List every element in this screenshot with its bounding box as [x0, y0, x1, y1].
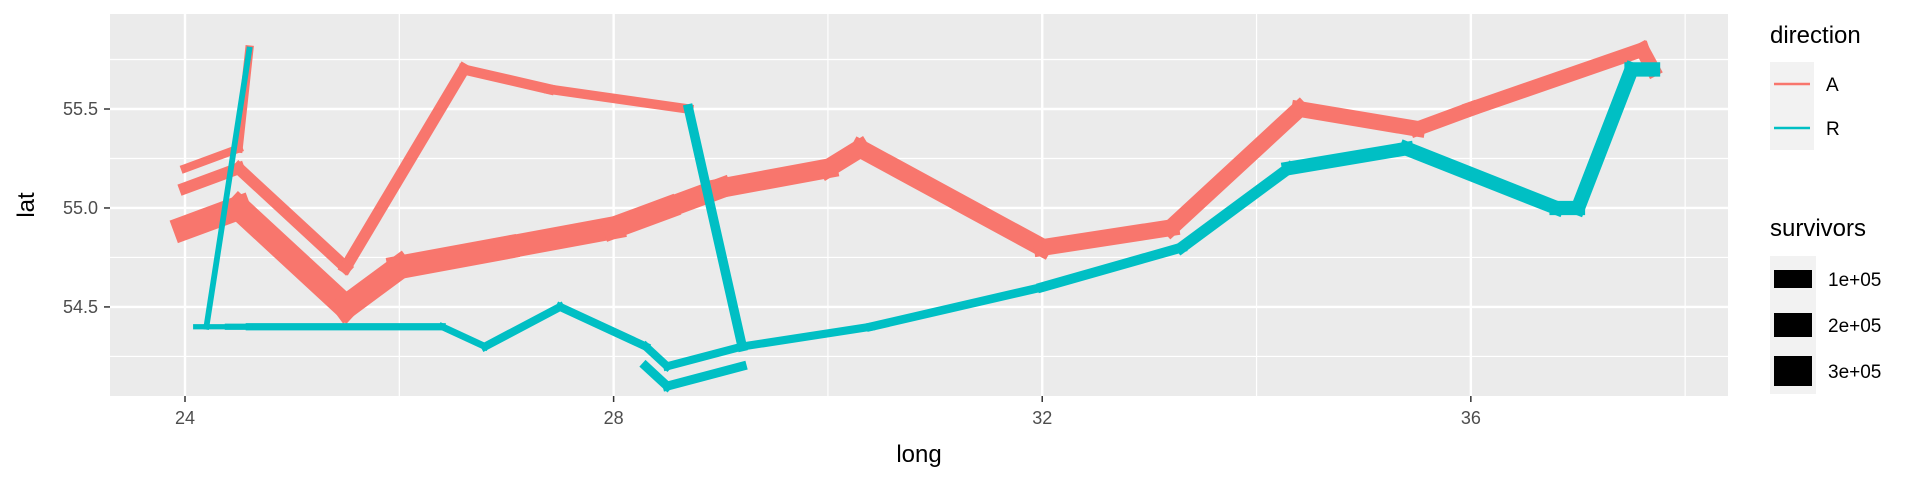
path-segment — [847, 136, 1055, 260]
path-segment — [1032, 218, 1181, 258]
legend-direction-title: direction — [1770, 22, 1861, 49]
path-segment — [1280, 140, 1415, 177]
path-segment — [1397, 139, 1566, 218]
path-segment — [662, 341, 748, 372]
path-segment — [661, 360, 748, 392]
path-segment — [1159, 97, 1312, 240]
legend-key-survivors — [1774, 270, 1812, 288]
path-segment — [865, 281, 1048, 332]
y-tick-label: 54.5 — [63, 297, 98, 317]
x-tick-label: 24 — [175, 408, 195, 428]
legend-label-survivors: 1e+05 — [1828, 270, 1881, 291]
path-segment — [179, 143, 244, 174]
path-segment — [1461, 40, 1652, 119]
path-segment — [543, 83, 695, 115]
path-segment — [437, 322, 490, 352]
series-R-group-1 — [193, 60, 1661, 373]
x-tick-label: 28 — [604, 408, 624, 428]
series-layer — [169, 39, 1663, 393]
path-segment — [737, 322, 876, 352]
path-segment — [337, 61, 472, 276]
path-segment — [1290, 99, 1427, 138]
path-segment — [230, 160, 355, 276]
series-R-group-2 — [639, 359, 748, 393]
legend-label-survivors: 3e+05 — [1828, 362, 1881, 383]
path-segment — [639, 359, 674, 393]
y-tick-label: 55.5 — [63, 99, 98, 119]
plot-panel — [110, 14, 1728, 396]
minor-gridlines — [110, 14, 1728, 396]
legend-key-survivors — [1774, 313, 1812, 337]
series-R-group-3 — [203, 46, 253, 331]
legend-survivors-title: survivors — [1770, 215, 1866, 242]
path-segment — [493, 214, 627, 261]
legend-survivors: survivors 1e+05 2e+05 3e+05 — [1770, 215, 1881, 394]
y-axis-title: lat — [13, 192, 40, 218]
y-tick-label: 55.0 — [63, 198, 98, 218]
x-tick-label: 36 — [1461, 408, 1481, 428]
series-R-group-2 — [682, 103, 748, 353]
legend-key-survivors — [1774, 356, 1812, 386]
path-segment — [1408, 99, 1481, 139]
path-segment — [709, 157, 840, 200]
legend-direction: direction A R — [1770, 22, 1861, 150]
path-segment — [640, 340, 673, 373]
x-tick-label: 32 — [1032, 408, 1052, 428]
path-segment — [682, 103, 748, 353]
path-segment — [385, 233, 521, 281]
path-segment — [1173, 160, 1297, 256]
x-axis-ticks: 24 28 32 36 — [175, 396, 1481, 428]
path-segment — [221, 191, 363, 324]
path-segment — [554, 301, 652, 352]
y-axis-ticks: 54.5 55.0 55.5 — [63, 99, 110, 317]
series-A-group-2 — [177, 61, 695, 276]
path-segment — [479, 301, 566, 352]
legend-label-survivors: 2e+05 — [1828, 316, 1881, 337]
path-segment — [457, 63, 556, 96]
path-segment — [1036, 241, 1188, 294]
legend-label-A: A — [1826, 75, 1839, 96]
legend-label-R: R — [1826, 119, 1840, 140]
path-segment — [203, 46, 253, 331]
path-segment — [1568, 60, 1641, 218]
x-axis-title: long — [896, 441, 941, 468]
